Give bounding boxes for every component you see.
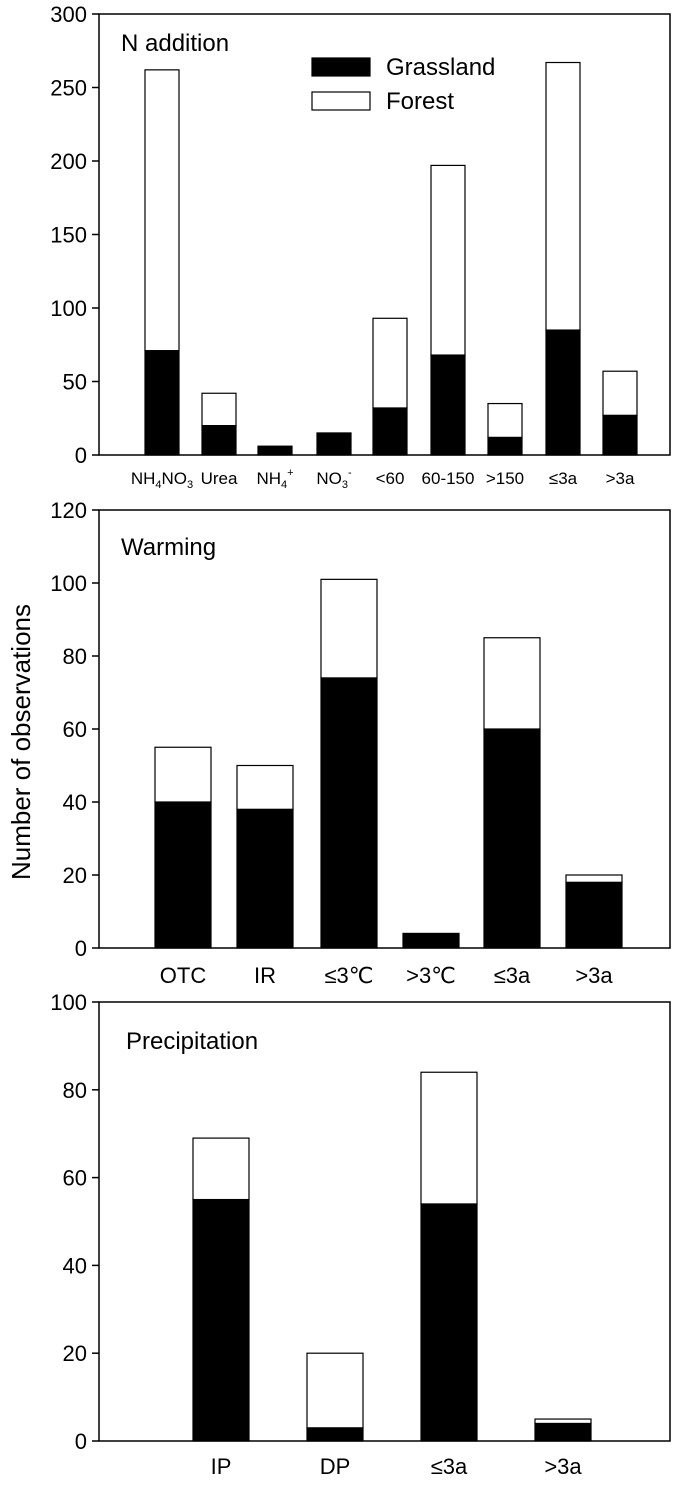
y-tick-label: 80 — [63, 644, 87, 669]
y-tick-label: 100 — [50, 990, 87, 1015]
bar-grassland-7 — [545, 329, 581, 456]
y-tick-label: 40 — [63, 1253, 87, 1278]
y-tick-label: 250 — [50, 76, 87, 101]
y-tick-label: 0 — [75, 1429, 87, 1454]
panel-title: Precipitation — [126, 1028, 258, 1055]
y-axis-label: Number of observations — [6, 604, 36, 880]
bar-grassland-0 — [144, 350, 180, 456]
bar-grassland-8 — [602, 414, 638, 456]
y-tick-label: 100 — [50, 296, 87, 321]
y-tick-label: 100 — [50, 571, 87, 596]
x-tick-label: >3a — [544, 1454, 582, 1479]
bar-grassland-5 — [430, 354, 466, 456]
panel-title: Warming — [121, 534, 216, 561]
bar-grassland-1 — [306, 1427, 364, 1442]
bar-grassland-0 — [192, 1198, 250, 1442]
x-tick-label: ≤3a — [549, 469, 578, 488]
y-tick-label: 40 — [63, 790, 87, 815]
bar-forest-0 — [154, 746, 212, 803]
panel-warming: 0 20 40 60 80 100 120 OTC IR ≤3℃ >3℃ ≤3a >3a Warming — [50, 498, 671, 988]
x-tick-label: ≤3a — [494, 963, 531, 988]
bar-grassland-2 — [320, 677, 378, 949]
x-tick-label: Urea — [201, 469, 238, 488]
bar-forest-1 — [201, 392, 237, 427]
bar-grassland-3 — [316, 432, 352, 456]
bar-forest-5 — [565, 874, 623, 883]
x-tick-label: >3℃ — [406, 963, 456, 988]
x-tick-label: ≤3a — [431, 1454, 468, 1479]
y-tick-label: 0 — [75, 443, 87, 468]
bar-forest-7 — [545, 61, 581, 331]
bar-forest-4 — [372, 317, 408, 409]
bar-forest-1 — [236, 764, 294, 810]
bar-grassland-0 — [154, 801, 212, 949]
bar-forest-3 — [534, 1418, 592, 1425]
bar-forest-1 — [306, 1352, 364, 1429]
bar-forest-4 — [483, 637, 541, 730]
y-tick-label: 300 — [50, 2, 87, 27]
x-tick-label: ≤3℃ — [324, 963, 373, 988]
legend-label-forest: Forest — [386, 88, 454, 115]
y-tick-label: 200 — [50, 149, 87, 174]
bar-forest-8 — [602, 370, 638, 416]
y-tick-label: 0 — [75, 936, 87, 961]
y-tick-label: 60 — [63, 717, 87, 742]
x-tick-label: >150 — [486, 469, 524, 488]
bar-forest-2 — [420, 1071, 478, 1205]
bar-grassland-4 — [483, 728, 541, 949]
x-tick-label: >3a — [575, 963, 613, 988]
legend-swatch-grassland — [311, 57, 371, 77]
x-tick-label: NH4NO3 — [131, 469, 193, 491]
bar-forest-6 — [487, 402, 523, 438]
y-tick-label: 120 — [50, 498, 87, 523]
bar-forest-0 — [144, 69, 180, 352]
legend-label-grassland: Grassland — [386, 54, 495, 81]
x-tick-label: <60 — [376, 469, 405, 488]
x-tick-label: OTC — [160, 963, 207, 988]
y-tick-label: 60 — [63, 1166, 87, 1191]
panel-n-addition: 0 50 100 150 200 250 300 NH4NO3 Urea NH4+ NO3- <60 6… — [50, 2, 671, 491]
y-tick-label: 20 — [63, 1341, 87, 1366]
bar-grassland-5 — [565, 881, 623, 949]
bar-forest-2 — [320, 578, 378, 679]
x-tick-label: NO3- — [316, 467, 352, 491]
plot-frame — [98, 1001, 671, 1442]
x-tick-label: NH4+ — [256, 467, 293, 491]
bar-grassland-3 — [402, 932, 460, 949]
bar-grassland-3 — [534, 1422, 592, 1442]
bar-grassland-1 — [236, 808, 294, 949]
bar-grassland-2 — [257, 445, 293, 456]
bar-grassland-1 — [201, 425, 237, 456]
legend-swatch-forest — [311, 91, 371, 111]
x-tick-label: DP — [320, 1454, 351, 1479]
x-tick-label: IP — [211, 1454, 232, 1479]
x-tick-label: 60-150 — [422, 469, 475, 488]
y-tick-label: 20 — [63, 863, 87, 888]
bar-grassland-6 — [487, 436, 523, 456]
bar-forest-0 — [192, 1137, 250, 1201]
y-tick-label: 80 — [63, 1078, 87, 1103]
bar-grassland-4 — [372, 407, 408, 456]
bar-grassland-2 — [420, 1203, 478, 1442]
panel-title: N addition — [121, 30, 229, 57]
panel-precipitation: 0 20 40 60 80 100 IP DP ≤3a >3a Precipitation — [50, 990, 671, 1479]
y-tick-label: 50 — [63, 370, 87, 395]
bar-forest-5 — [430, 164, 466, 356]
y-tick-label: 150 — [50, 223, 87, 248]
x-tick-label: >3a — [606, 469, 635, 488]
x-tick-label: IR — [254, 963, 276, 988]
legend: Grassland Forest — [311, 54, 495, 115]
